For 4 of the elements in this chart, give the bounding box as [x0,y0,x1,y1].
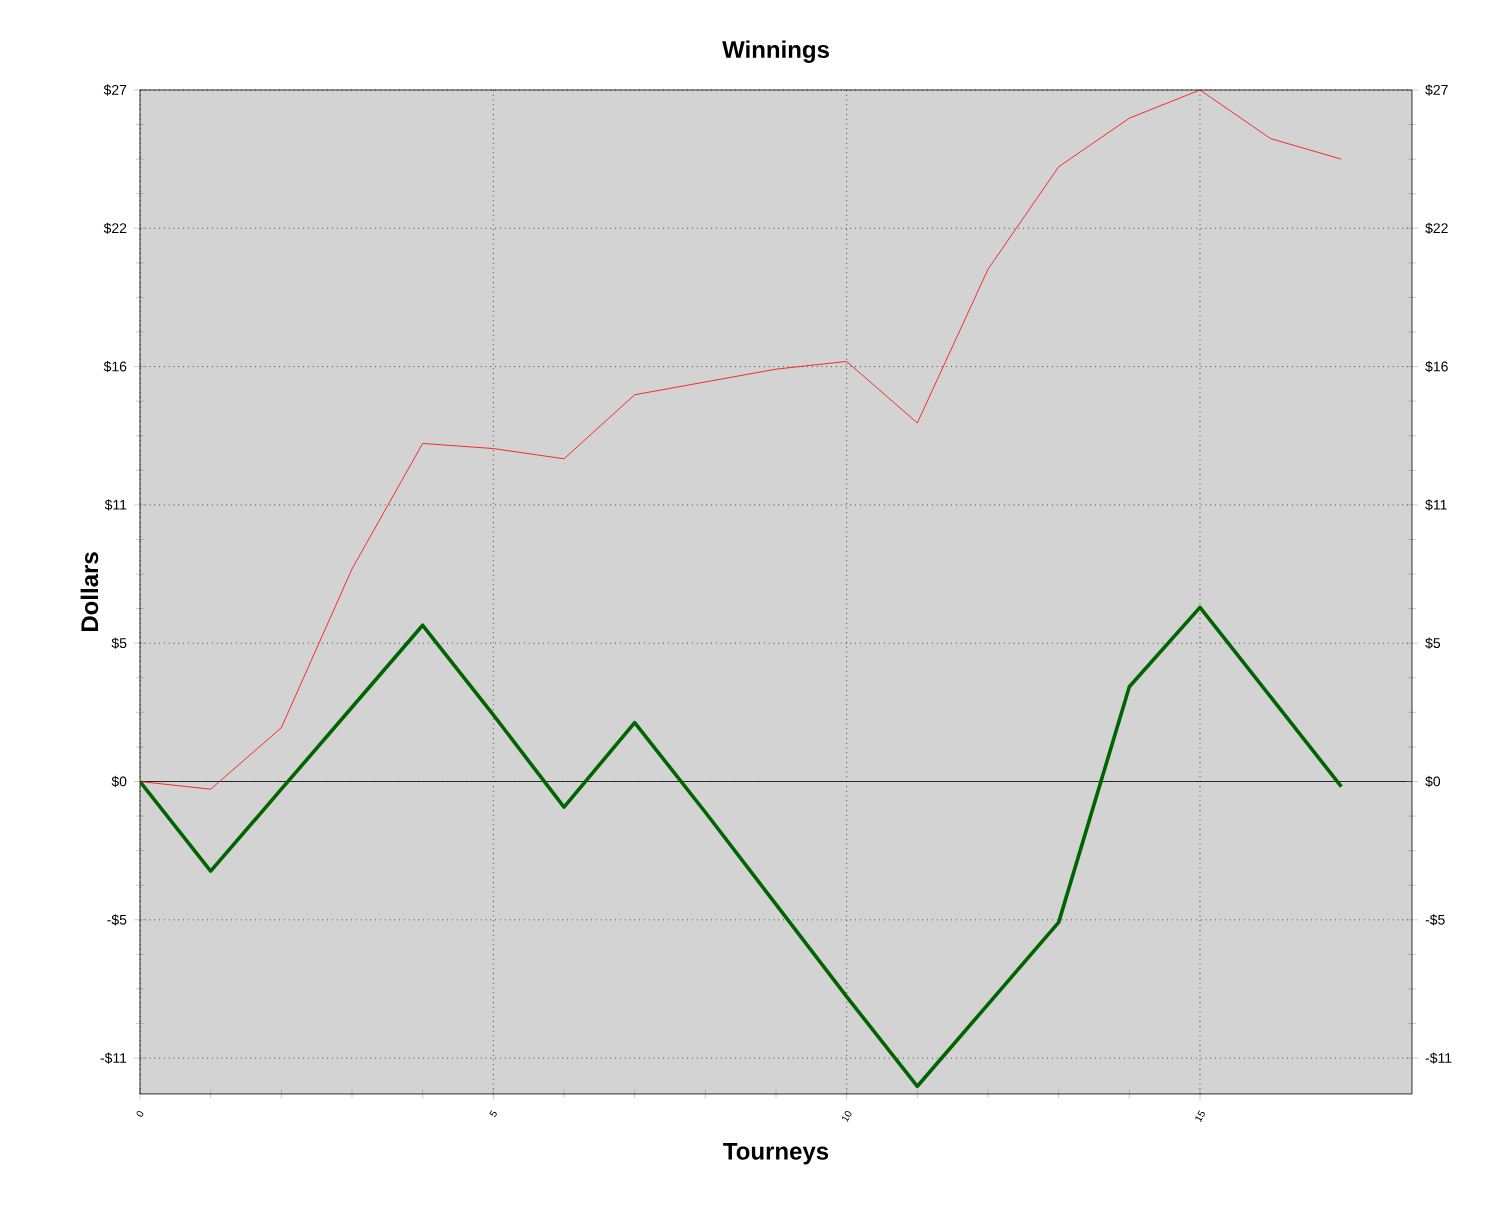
chart-title: Winnings [722,40,829,63]
x-axis-title: Tourneys [723,1142,829,1165]
y-axis-title: Dollars [80,552,99,632]
line-series [140,605,1344,1089]
